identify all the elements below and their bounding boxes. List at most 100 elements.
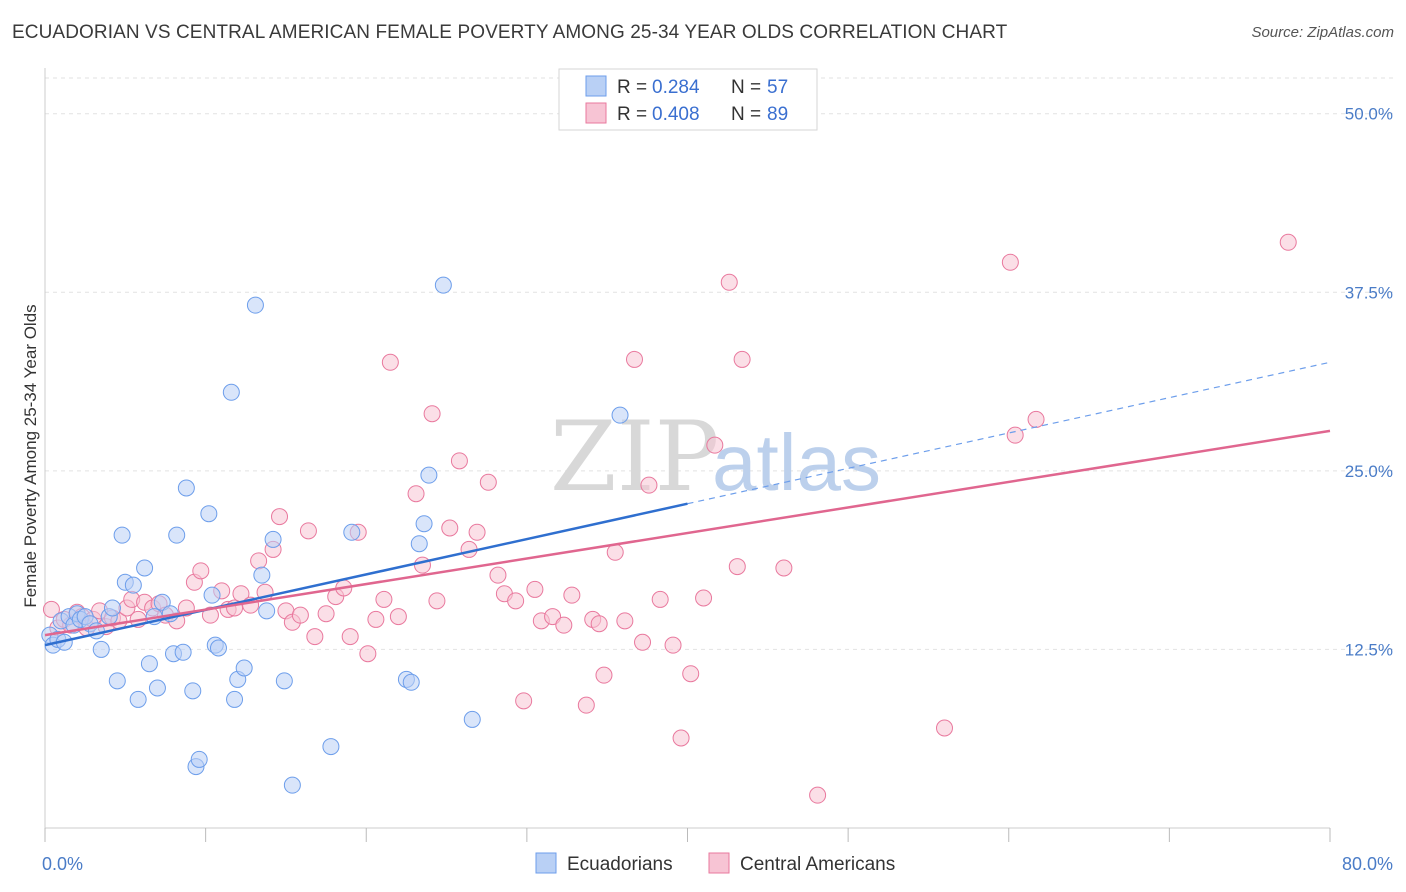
ecuadorian-point	[129, 690, 147, 708]
ecuadorian-point	[283, 776, 301, 794]
central-american-point	[616, 612, 634, 630]
ecuadorian-point	[190, 750, 208, 768]
ecuadorian-point	[203, 586, 221, 604]
central-american-point	[359, 645, 377, 663]
central-american-point	[271, 508, 289, 526]
bottom-legend-label-ecuadorians: Ecuadorians	[567, 854, 673, 875]
legend-r-label-1: R =	[617, 77, 647, 98]
legend-n-label-1: N =	[731, 77, 761, 98]
central-american-point	[555, 616, 573, 634]
central-americans-points	[42, 233, 1297, 804]
source-label: Source: ZipAtlas.com	[1251, 24, 1394, 41]
ecuadorian-point	[140, 655, 158, 673]
watermark-atlas: atlas	[712, 418, 881, 507]
legend-n-value-2: 89	[767, 104, 788, 125]
ecuadorian-point	[136, 559, 154, 577]
ecuadorian-point	[92, 640, 110, 658]
ecuadorian-point	[322, 738, 340, 756]
central-american-point	[720, 273, 738, 291]
x-tick-labels: 0.0% 80.0%	[42, 854, 1393, 874]
ecuadorian-point	[200, 505, 218, 523]
ecuadorian-point	[235, 659, 253, 677]
central-american-point	[1006, 426, 1024, 444]
central-american-point	[733, 350, 751, 368]
central-american-point	[306, 628, 324, 646]
central-american-point	[317, 605, 335, 623]
x-axis-ticks	[44, 828, 1331, 842]
ecuadorian-point	[168, 526, 186, 544]
central-american-point	[1027, 410, 1045, 428]
ecuadorian-point	[184, 682, 202, 700]
central-american-point	[428, 592, 446, 610]
central-american-point	[577, 696, 595, 714]
central-americans-trend-line	[44, 429, 1331, 637]
central-american-point	[640, 476, 658, 494]
ecuadorian-point	[258, 602, 276, 620]
ecuadorian-point	[174, 643, 192, 661]
central-american-point	[682, 665, 700, 683]
x-tick-label: 0.0%	[42, 854, 83, 874]
central-american-point	[590, 615, 608, 633]
watermark-zip: ZIP	[550, 401, 719, 513]
central-american-point	[936, 719, 953, 737]
central-american-point	[775, 559, 793, 577]
ecuadorian-point	[108, 672, 126, 690]
central-american-point	[625, 350, 643, 368]
central-american-point	[1279, 233, 1297, 251]
ecuadorian-point	[434, 276, 452, 294]
central-american-point	[468, 523, 486, 541]
ecuadorian-point	[264, 530, 282, 548]
central-american-point	[544, 608, 562, 626]
central-american-point	[375, 590, 393, 608]
y-tick-labels: 12.5% 25.0% 37.5% 50.0%	[1345, 105, 1393, 660]
central-american-point	[706, 436, 724, 454]
y-tick-label: 50.0%	[1345, 105, 1393, 124]
ecuadorian-point	[611, 406, 629, 424]
central-american-point	[341, 628, 359, 646]
ecuadorian-point	[246, 296, 264, 314]
central-american-point	[367, 610, 385, 628]
ecuadorian-point	[103, 599, 121, 617]
ecuadorian-point	[420, 466, 438, 484]
central-american-point	[389, 608, 407, 626]
legend-r-label-2: R =	[617, 104, 647, 125]
central-american-point	[507, 592, 525, 610]
central-american-point	[563, 586, 581, 604]
ecuadorian-point	[343, 523, 361, 541]
central-american-point	[423, 405, 441, 423]
bottom-legend-swatch-ecuadorians	[535, 852, 557, 874]
central-american-point	[664, 636, 682, 654]
y-tick-label: 25.0%	[1345, 462, 1393, 481]
central-american-point	[479, 473, 497, 491]
bottom-legend-swatch-central-americans	[708, 852, 730, 874]
legend-swatch-central-americans	[585, 102, 607, 124]
bottom-legend-label-central-americans: Central Americans	[740, 854, 895, 875]
x-tick-label: 80.0%	[1342, 854, 1393, 874]
legend-r-value-2: 0.408	[652, 104, 700, 125]
central-american-point	[407, 485, 425, 503]
ecuadorian-point	[222, 383, 240, 401]
series-legend: Ecuadorians Central Americans	[535, 852, 895, 875]
chart-title: ECUADORIAN VS CENTRAL AMERICAN FEMALE PO…	[12, 22, 1008, 43]
central-american-point	[695, 589, 713, 607]
ecuadorian-point	[463, 710, 481, 728]
ecuadorian-point	[415, 515, 433, 533]
central-american-point	[634, 633, 652, 651]
central-american-point	[299, 522, 317, 540]
ecuadorian-point	[253, 566, 271, 584]
central-american-point	[526, 580, 544, 598]
legend-r-value-1: 0.284	[652, 77, 700, 98]
central-american-point	[595, 666, 613, 684]
central-american-point	[450, 452, 468, 470]
correlation-legend: R = 0.284 N = 57 R = 0.408 N = 89	[558, 68, 818, 131]
ecuadorians-trend-line	[44, 502, 688, 647]
ecuadorian-point	[402, 673, 420, 691]
legend-swatch-ecuadorians	[585, 75, 607, 97]
ecuadorian-point	[410, 535, 428, 553]
central-american-point	[515, 692, 533, 710]
central-american-point	[42, 600, 60, 618]
central-american-point	[201, 606, 219, 624]
ecuadorian-point	[177, 479, 195, 497]
legend-n-label-2: N =	[731, 104, 761, 125]
central-american-point	[651, 590, 669, 608]
